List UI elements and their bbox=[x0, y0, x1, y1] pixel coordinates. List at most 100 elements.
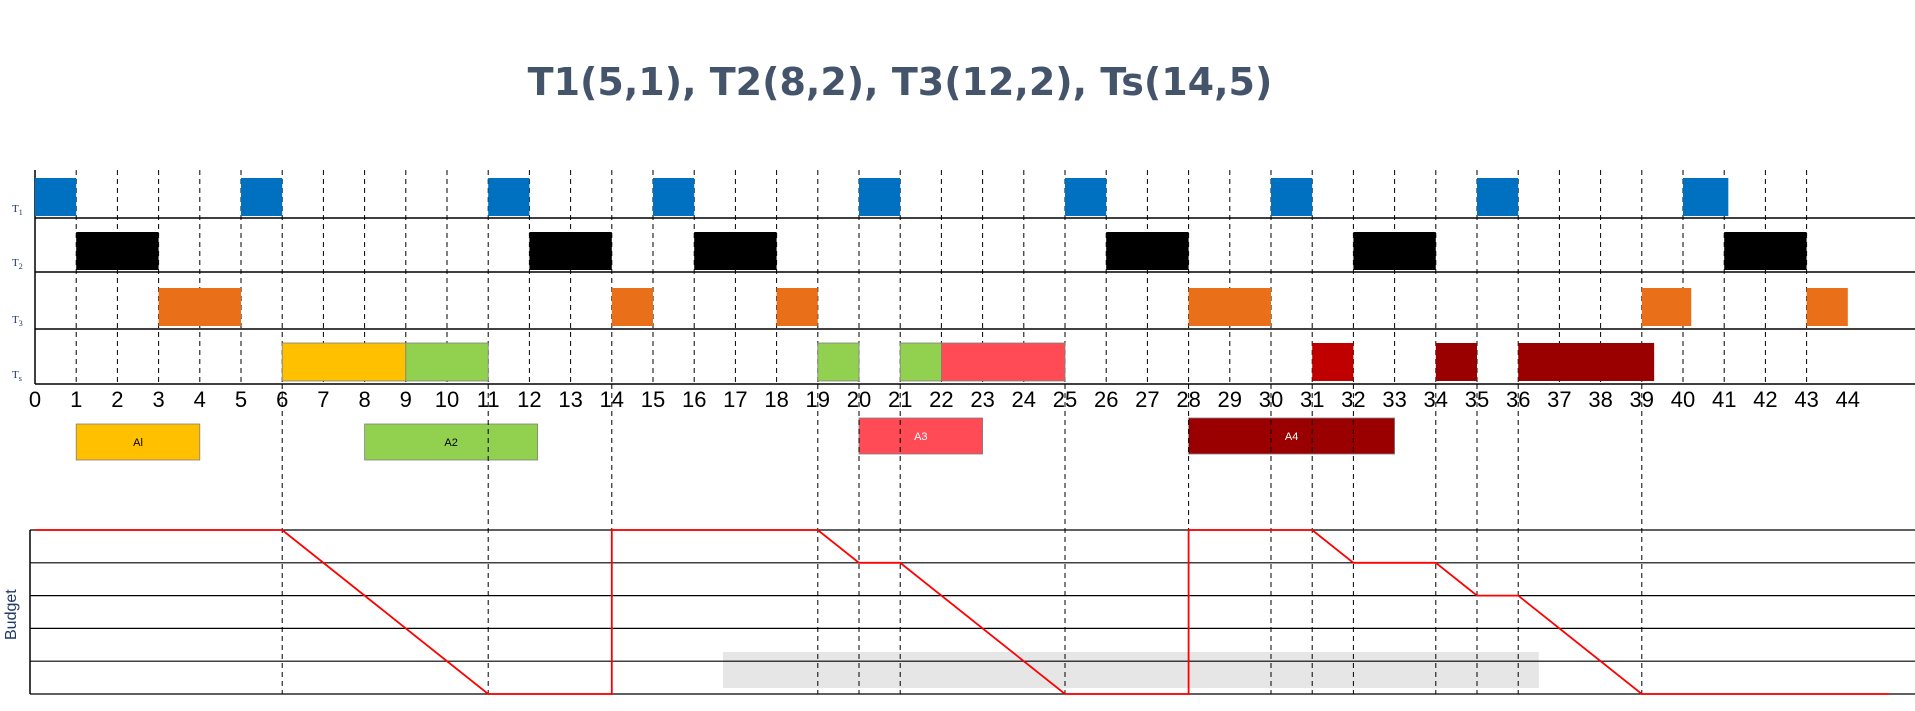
time-tick-label: 44 bbox=[1836, 387, 1860, 412]
task-row-label-main: T bbox=[12, 314, 19, 326]
job-block-t2 bbox=[76, 232, 159, 270]
time-tick-label: 21 bbox=[888, 387, 912, 412]
time-tick-label: 42 bbox=[1753, 387, 1777, 412]
job-block-ts bbox=[405, 342, 489, 382]
task-row-label: T2 bbox=[12, 257, 23, 271]
time-tick-label: 34 bbox=[1424, 387, 1448, 412]
job-block-t1 bbox=[653, 178, 695, 216]
time-tick-label: 36 bbox=[1506, 387, 1530, 412]
aperiodic-request-label: A4 bbox=[1285, 431, 1298, 443]
aperiodic-request-bar bbox=[858, 417, 983, 455]
job-block-t3 bbox=[158, 288, 241, 326]
task-row-label: T1 bbox=[12, 203, 23, 217]
time-tick-label: 40 bbox=[1671, 387, 1695, 412]
time-tick-label: 38 bbox=[1588, 387, 1612, 412]
job-block-ts bbox=[817, 342, 860, 382]
job-block-t1 bbox=[1065, 178, 1107, 216]
task-row-label-sub: 3 bbox=[19, 319, 23, 328]
time-tick-label: 25 bbox=[1053, 387, 1077, 412]
time-tick-label: 39 bbox=[1630, 387, 1654, 412]
job-block-t2 bbox=[1106, 232, 1189, 270]
time-tick-label: 30 bbox=[1259, 387, 1283, 412]
job-block-ts bbox=[941, 342, 1066, 382]
budget-shaded-region bbox=[723, 652, 1539, 688]
aperiodic-request-label: A3 bbox=[914, 431, 927, 443]
job-block-t1 bbox=[859, 178, 901, 216]
time-axis-ticks: 0 1 2 3 4 5 6 7 8 9 10 11 12 13 14 15 16 17 18 19 20 21 22 23 24… bbox=[29, 387, 1860, 412]
time-tick-label: 6 bbox=[276, 387, 288, 412]
time-tick-label: 20 bbox=[847, 387, 871, 412]
time-tick-label: 22 bbox=[929, 387, 953, 412]
diagram-title: T1(5,1), T2(8,2), T3(12,2), Ts(14,5) bbox=[528, 60, 1273, 104]
job-block-t2 bbox=[1724, 232, 1807, 270]
time-tick-label: 2 bbox=[111, 387, 123, 412]
job-block-t1 bbox=[488, 178, 530, 216]
time-tick-label: 33 bbox=[1382, 387, 1406, 412]
job-block-t3 bbox=[611, 288, 653, 326]
time-tick-label: 14 bbox=[600, 387, 624, 412]
time-tick-label: 13 bbox=[558, 387, 582, 412]
time-tick-label: 4 bbox=[194, 387, 206, 412]
job-block-t3 bbox=[1806, 288, 1848, 326]
time-tick-label: 37 bbox=[1547, 387, 1571, 412]
job-block-t3 bbox=[776, 288, 818, 326]
time-tick-label: 3 bbox=[152, 387, 164, 412]
time-tick-label: 41 bbox=[1712, 387, 1736, 412]
job-block-ts bbox=[281, 342, 407, 382]
time-tick-label: 26 bbox=[1094, 387, 1118, 412]
time-tick-label: 35 bbox=[1465, 387, 1489, 412]
time-tick-label: 43 bbox=[1794, 387, 1818, 412]
job-block-t1 bbox=[1477, 178, 1519, 216]
job-block-t2 bbox=[694, 232, 777, 270]
job-block-t1 bbox=[241, 178, 283, 216]
time-tick-label: 7 bbox=[317, 387, 329, 412]
task-row-label: Ts bbox=[12, 369, 22, 383]
time-tick-label: 23 bbox=[970, 387, 994, 412]
time-tick-label: 10 bbox=[435, 387, 459, 412]
time-tick-label: 29 bbox=[1218, 387, 1242, 412]
time-tick-label: 18 bbox=[764, 387, 788, 412]
time-tick-label: 1 bbox=[70, 387, 82, 412]
time-tick-label: 17 bbox=[723, 387, 747, 412]
aperiodic-requests: Al A2 A3 A4 bbox=[75, 417, 1395, 461]
aperiodic-request-bar bbox=[75, 423, 201, 461]
job-block-t3 bbox=[1641, 288, 1692, 326]
aperiodic-request-label: A2 bbox=[444, 437, 457, 449]
time-tick-label: 12 bbox=[517, 387, 541, 412]
job-block-t2 bbox=[529, 232, 612, 270]
job-block-ts bbox=[1312, 343, 1354, 381]
time-tick-label: 8 bbox=[358, 387, 370, 412]
task-row-label: T3 bbox=[12, 314, 23, 328]
job-block-ts bbox=[1435, 343, 1477, 381]
time-tick-label: 0 bbox=[29, 387, 41, 412]
task-row-label-sub: s bbox=[19, 374, 22, 383]
time-tick-label: 32 bbox=[1341, 387, 1365, 412]
budget-chart bbox=[29, 384, 1915, 695]
time-tick-label: 11 bbox=[477, 387, 500, 412]
time-tick-label: 27 bbox=[1135, 387, 1159, 412]
job-block-t1 bbox=[1271, 178, 1313, 216]
task-row-label-sub: 2 bbox=[19, 262, 23, 271]
job-block-t3 bbox=[1188, 288, 1271, 326]
time-tick-label: 5 bbox=[235, 387, 247, 412]
task-row-label-main: T bbox=[12, 369, 19, 381]
time-tick-label: 31 bbox=[1300, 387, 1324, 412]
time-tick-label: 24 bbox=[1012, 387, 1036, 412]
task-row-label-main: T bbox=[12, 257, 19, 269]
task-row-label-sub: 1 bbox=[19, 208, 23, 217]
job-block-t1 bbox=[1683, 178, 1729, 216]
time-tick-label: 9 bbox=[400, 387, 412, 412]
aperiodic-request-bar bbox=[364, 423, 539, 461]
aperiodic-request-bar bbox=[1188, 417, 1395, 455]
aperiodic-request-label: Al bbox=[133, 437, 143, 449]
job-block-ts bbox=[899, 342, 942, 382]
job-block-ts bbox=[1518, 343, 1655, 381]
job-block-t1 bbox=[35, 178, 77, 216]
budget-axis-label: Budget bbox=[3, 589, 20, 640]
job-block-t2 bbox=[1353, 232, 1436, 270]
time-tick-label: 28 bbox=[1176, 387, 1200, 412]
budget-curve bbox=[35, 529, 1889, 695]
time-tick-label: 15 bbox=[641, 387, 665, 412]
